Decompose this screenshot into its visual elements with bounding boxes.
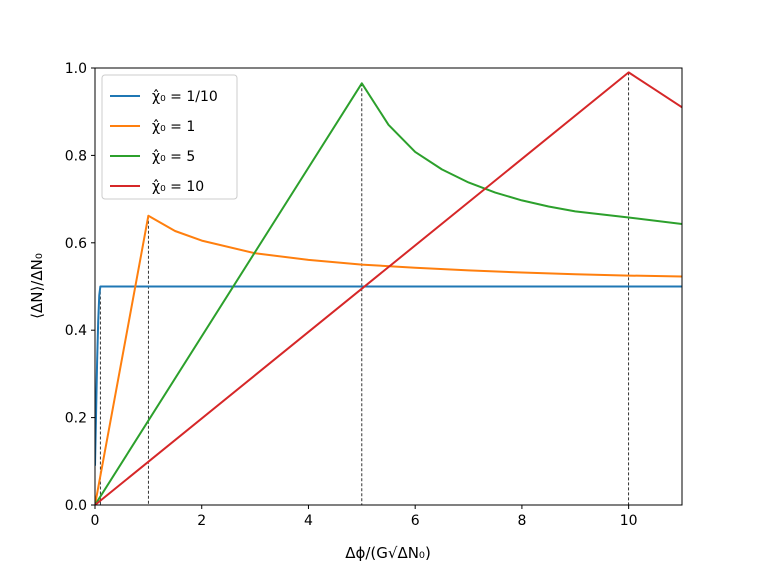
y-tick-label: 0.2	[65, 411, 87, 427]
legend-box	[101, 74, 238, 200]
legend-label: χ̂₀ = 5	[152, 149, 195, 165]
series-line	[95, 285, 682, 466]
y-axis-label: ⟨ΔN⟩/ΔN₀	[28, 253, 46, 319]
y-tick-label: 0.8	[65, 148, 87, 164]
legend-label: χ̂₀ = 1	[152, 119, 195, 135]
x-tick-label: 6	[411, 513, 420, 529]
x-tick-label: 10	[620, 513, 638, 529]
x-tick-label: 0	[91, 513, 100, 529]
x-tick-label: 2	[197, 513, 206, 529]
y-tick-label: 0.6	[65, 236, 87, 252]
y-tick-label: 0.4	[65, 323, 87, 339]
y-tick-label: 0.0	[65, 498, 87, 514]
legend: χ̂₀ = 1/10 χ̂₀ = 1 χ̂₀ = 5 χ̂₀ = 10	[101, 74, 238, 200]
plot-area-frame	[94, 67, 683, 506]
x-tick-label: 8	[517, 513, 526, 529]
x-tick-label: 4	[304, 513, 313, 529]
x-axis-label: Δϕ/(G√ΔN₀)	[345, 544, 431, 562]
y-tick-label: 1.0	[65, 61, 87, 77]
legend-label: χ̂₀ = 10	[152, 179, 204, 195]
series-line	[95, 82, 682, 505]
legend-label: χ̂₀ = 1/10	[152, 89, 218, 105]
series-line	[95, 214, 682, 505]
series-line	[95, 71, 682, 505]
